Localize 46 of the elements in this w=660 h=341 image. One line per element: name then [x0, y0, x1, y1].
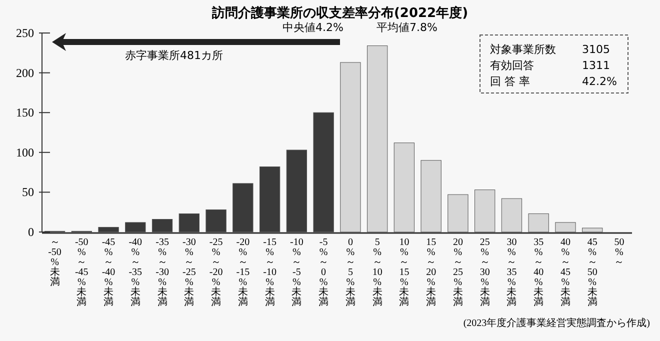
bar [394, 142, 415, 232]
y-tick-label: 50 [22, 185, 34, 200]
bar [340, 62, 361, 232]
x-tick-label: 50%～ [614, 237, 624, 268]
text: 有効回答 1311 [490, 59, 610, 72]
x-tick-label: 25%～30%未満 [480, 237, 490, 308]
text: 対象事業所数 3105 [490, 43, 610, 56]
x-tick-label: -25%～-20%未満 [209, 237, 223, 308]
bar [501, 198, 522, 232]
x-tick-label: 10%～15%未満 [399, 237, 410, 308]
y-tick-label: 100 [16, 145, 34, 160]
x-tick-label: -50%～-45%未満 [74, 237, 88, 308]
x-tick-label: -30%～-25%未満 [182, 237, 196, 308]
x-tick-label: -45%～-40%未満 [102, 237, 116, 308]
bar [448, 194, 468, 232]
x-tick-label: ～-50%未満 [48, 237, 62, 288]
y-tick-label: 200 [16, 66, 34, 80]
bar [582, 228, 603, 232]
annotation: 赤字事業所481カ所 [125, 49, 223, 62]
x-tick-label: -35%～-30%未満 [156, 237, 169, 308]
bar [366, 45, 388, 232]
y-tick-label: 150 [16, 106, 34, 120]
x-tick-label: 5%～10%未満 [372, 237, 382, 308]
text: 回 答 率 42.2% [490, 75, 617, 88]
x-tick-label: -10%～-5%未満 [290, 237, 304, 308]
bar [555, 222, 576, 232]
x-tick-label: 30%～35%未満 [506, 237, 517, 308]
x-tick-label: 15%～20%未満 [426, 237, 436, 308]
bar [474, 190, 496, 232]
y-tick-label: 250 [16, 26, 34, 40]
annotation: 平均値7.8% [376, 21, 438, 34]
text: (2023年度介護事業経営実態調査から作成) [463, 317, 650, 329]
x-tick-label: 35%～40%未満 [534, 237, 544, 308]
bar [528, 213, 549, 232]
x-tick-label: 20%～25%未満 [452, 237, 463, 308]
x-tick-label: 0%～5%未満 [345, 237, 356, 308]
x-tick-label: -5%～0%未満 [318, 237, 329, 308]
bar [420, 160, 442, 232]
annotation: 中央値4.2% [282, 21, 344, 34]
x-tick-label: 45%～50%未満 [587, 237, 598, 308]
x-tick-label: 40%～45%未満 [560, 237, 570, 308]
x-tick-label: -40%～-35%未満 [128, 237, 142, 308]
x-tick-label: -15%～-10%未満 [263, 237, 276, 308]
y-tick-label: 0 [28, 225, 34, 239]
x-tick-label: -20%～-15%未満 [236, 237, 250, 308]
chart-title: 訪問介護事業所の収支差率分布(2022年度) [210, 5, 468, 21]
